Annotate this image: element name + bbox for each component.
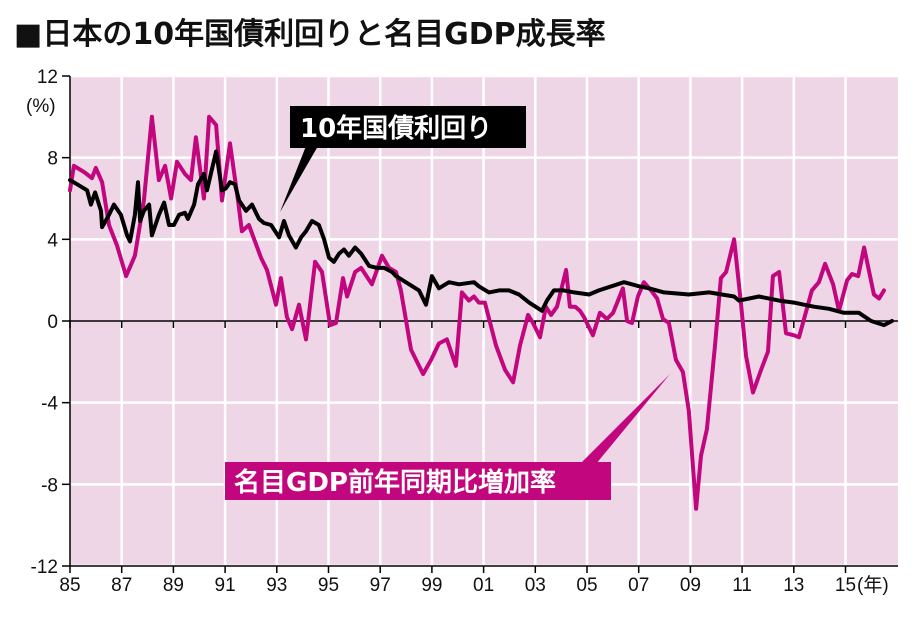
y-tick-label: 0 bbox=[47, 312, 58, 333]
x-tick-label: 85 bbox=[59, 575, 80, 596]
series-lines bbox=[68, 114, 894, 511]
x-tick-label: 95 bbox=[318, 575, 339, 596]
bond-yield-line bbox=[68, 149, 894, 328]
y-tick-label: -4 bbox=[41, 394, 58, 415]
x-tick-label: 11 bbox=[732, 575, 752, 596]
x-tick-label: 05 bbox=[576, 575, 597, 596]
bond-yield-label: 10年国債利回り bbox=[300, 113, 492, 144]
bond-label-box bbox=[290, 106, 526, 148]
gdp-growth-label: 名目GDP前年同期比増加率 bbox=[234, 467, 556, 498]
chart-title: ■日本の10年国債利回りと名目GDP成長率 bbox=[14, 17, 606, 52]
y-tick-label: 8 bbox=[47, 149, 58, 170]
gdp-label-pointer bbox=[580, 374, 670, 464]
gdp-growth-line bbox=[68, 114, 886, 511]
x-tick-label: 99 bbox=[421, 575, 442, 596]
y-tick-label: 12 bbox=[37, 67, 58, 88]
y-axis-unit: (%) bbox=[26, 96, 56, 117]
y-tick-label: 4 bbox=[47, 230, 58, 251]
x-tick-label: 07 bbox=[628, 575, 649, 596]
x-tick-label: 87 bbox=[111, 575, 132, 596]
x-tick-label: 13 bbox=[783, 575, 804, 596]
x-tick-label: 89 bbox=[163, 575, 184, 596]
gdp-label-box bbox=[225, 462, 611, 500]
x-tick-label: 01 bbox=[473, 575, 494, 596]
x-tick-label: 09 bbox=[680, 575, 701, 596]
y-tick-labels: 12 8 4 0 -4 -8 -12 bbox=[31, 67, 59, 578]
x-tick-label: 93 bbox=[266, 575, 287, 596]
x-tick-label: 03 bbox=[525, 575, 546, 596]
y-tick-label: -8 bbox=[41, 475, 58, 496]
bond-label-pointer bbox=[280, 146, 318, 212]
y-tick-label: -12 bbox=[31, 557, 58, 578]
x-tick-label: 15 bbox=[835, 575, 856, 596]
axes bbox=[62, 75, 898, 573]
x-tick-label: 91 bbox=[215, 575, 236, 596]
x-tick-labels: 85 87 89 91 93 95 97 99 01 03 05 07 09 11 13 15 bbox=[59, 575, 856, 596]
x-tick-label: 97 bbox=[370, 575, 391, 596]
x-axis-unit: (年) bbox=[857, 574, 889, 596]
